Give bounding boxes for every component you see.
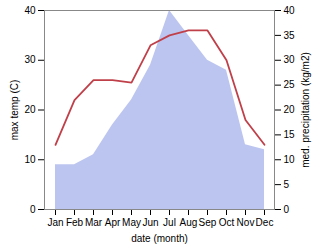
svg-text:date (month): date (month): [131, 233, 188, 244]
svg-text:Sep: Sep: [199, 217, 217, 228]
svg-text:Oct: Oct: [219, 217, 235, 228]
svg-text:Mar: Mar: [85, 217, 103, 228]
svg-text:Feb: Feb: [66, 217, 84, 228]
svg-text:max temp (C): max temp (C): [9, 80, 20, 141]
svg-text:0: 0: [284, 204, 290, 215]
svg-text:20: 20: [284, 104, 296, 115]
svg-text:Nov: Nov: [237, 217, 255, 228]
svg-text:0: 0: [30, 204, 36, 215]
svg-text:med. precipitation (kg/m2): med. precipitation (kg/m2): [300, 52, 311, 168]
svg-text:30: 30: [24, 54, 36, 65]
svg-text:5: 5: [284, 179, 290, 190]
svg-text:20: 20: [24, 104, 36, 115]
svg-text:25: 25: [284, 79, 296, 90]
svg-text:35: 35: [284, 30, 296, 41]
svg-text:Jul: Jul: [163, 217, 176, 228]
svg-text:40: 40: [24, 5, 36, 16]
svg-text:Jan: Jan: [47, 217, 63, 228]
svg-text:40: 40: [284, 5, 296, 16]
svg-text:10: 10: [284, 154, 296, 165]
svg-text:Apr: Apr: [105, 217, 121, 228]
svg-text:15: 15: [284, 129, 296, 140]
svg-text:Dec: Dec: [256, 217, 274, 228]
svg-text:10: 10: [24, 154, 36, 165]
svg-text:Jun: Jun: [142, 217, 158, 228]
svg-text:May: May: [122, 217, 141, 228]
svg-text:30: 30: [284, 54, 296, 65]
svg-text:Aug: Aug: [180, 217, 198, 228]
